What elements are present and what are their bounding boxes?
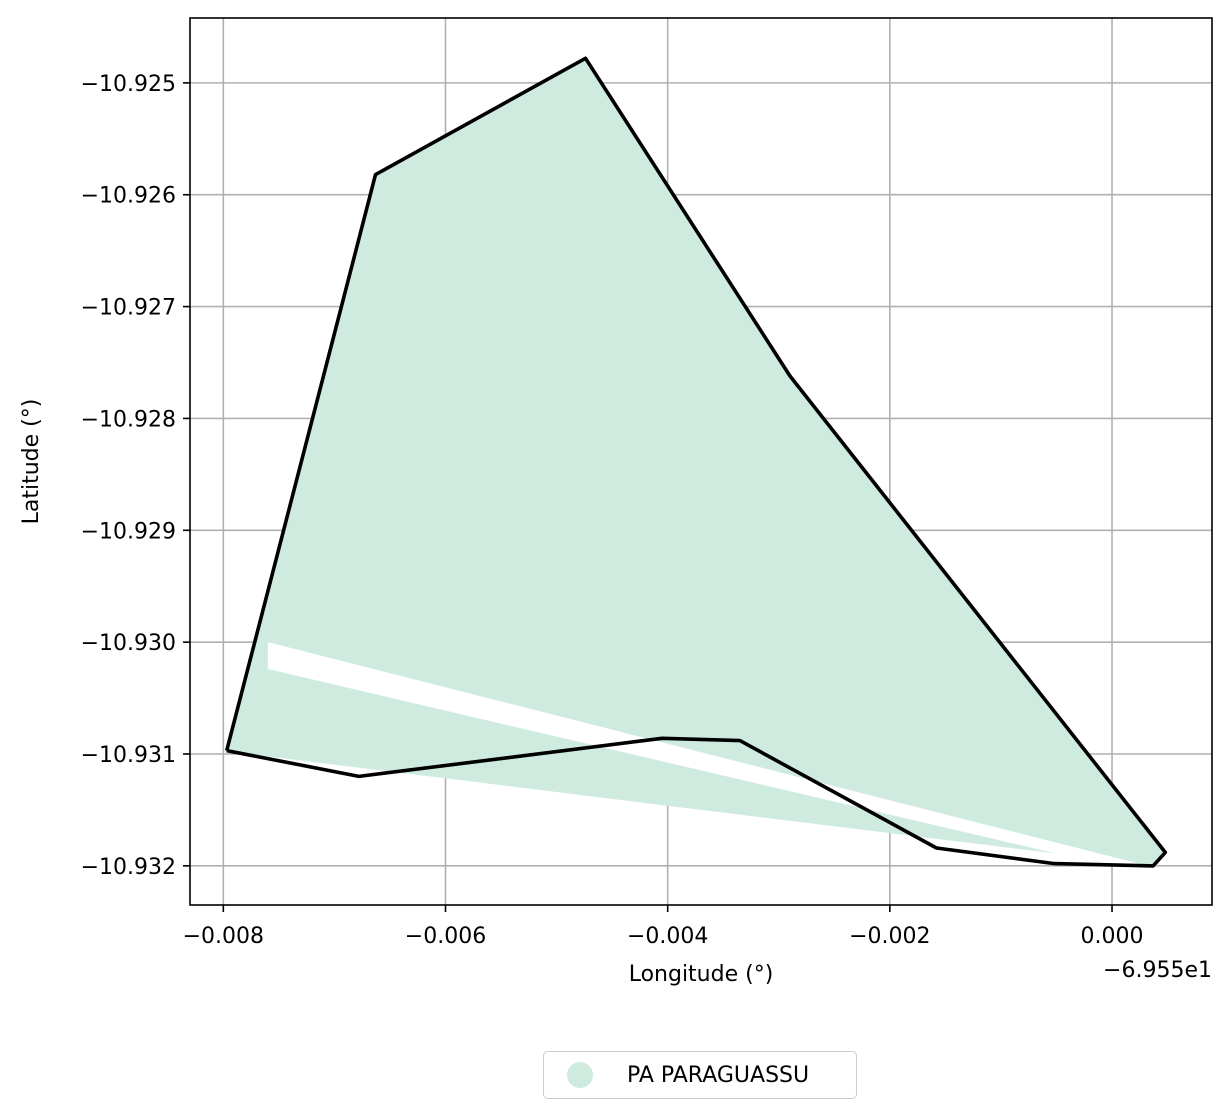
y-tick-label-1: −10.926 — [81, 184, 176, 209]
region-outline — [224, 56, 1168, 868]
y-tick-label-5: −10.930 — [81, 631, 176, 656]
y-tick-label-3: −10.928 — [81, 407, 176, 432]
x-tick-label-3: −0.002 — [849, 924, 930, 949]
y-tick-label-2: −10.927 — [81, 296, 176, 321]
region-gap-band — [267, 642, 1157, 877]
map-plot: −0.008 −0.006 −0.004 −0.002 0.000 −10.925−10… — [19, 17, 1213, 987]
x-tick-label-0: −0.008 — [183, 924, 264, 949]
x-tick-label-1: −0.006 — [405, 924, 486, 949]
x-tick-label-4: 0.000 — [1081, 924, 1144, 949]
legend-label: PA PARAGUASSU — [627, 1062, 810, 1088]
legend: PA PARAGUASSU — [543, 1051, 857, 1099]
x-tick-label-2: −0.004 — [627, 924, 708, 949]
y-tick-label-0: −10.925 — [81, 72, 176, 97]
x-axis-ticks: −0.008 −0.006 −0.004 −0.002 0.000 — [183, 905, 1144, 949]
region-fill — [220, 58, 1166, 866]
y-tick-label-7: −10.932 — [81, 855, 176, 880]
y-axis-ticks: −10.925 −10.926 −10.927 −10.928 −10.929 −10.9… — [81, 72, 190, 880]
y-axis-title: Latitude (°) — [19, 399, 44, 525]
legend-marker-icon — [567, 1062, 593, 1088]
x-axis-title: Longitude (°) — [629, 962, 774, 987]
y-tick-label-6: −10.931 — [81, 743, 176, 768]
axes-frame — [189, 17, 1213, 906]
x-offset-label: −6.955e1 — [1103, 958, 1212, 983]
y-tick-label-4: −10.929 — [81, 519, 176, 544]
